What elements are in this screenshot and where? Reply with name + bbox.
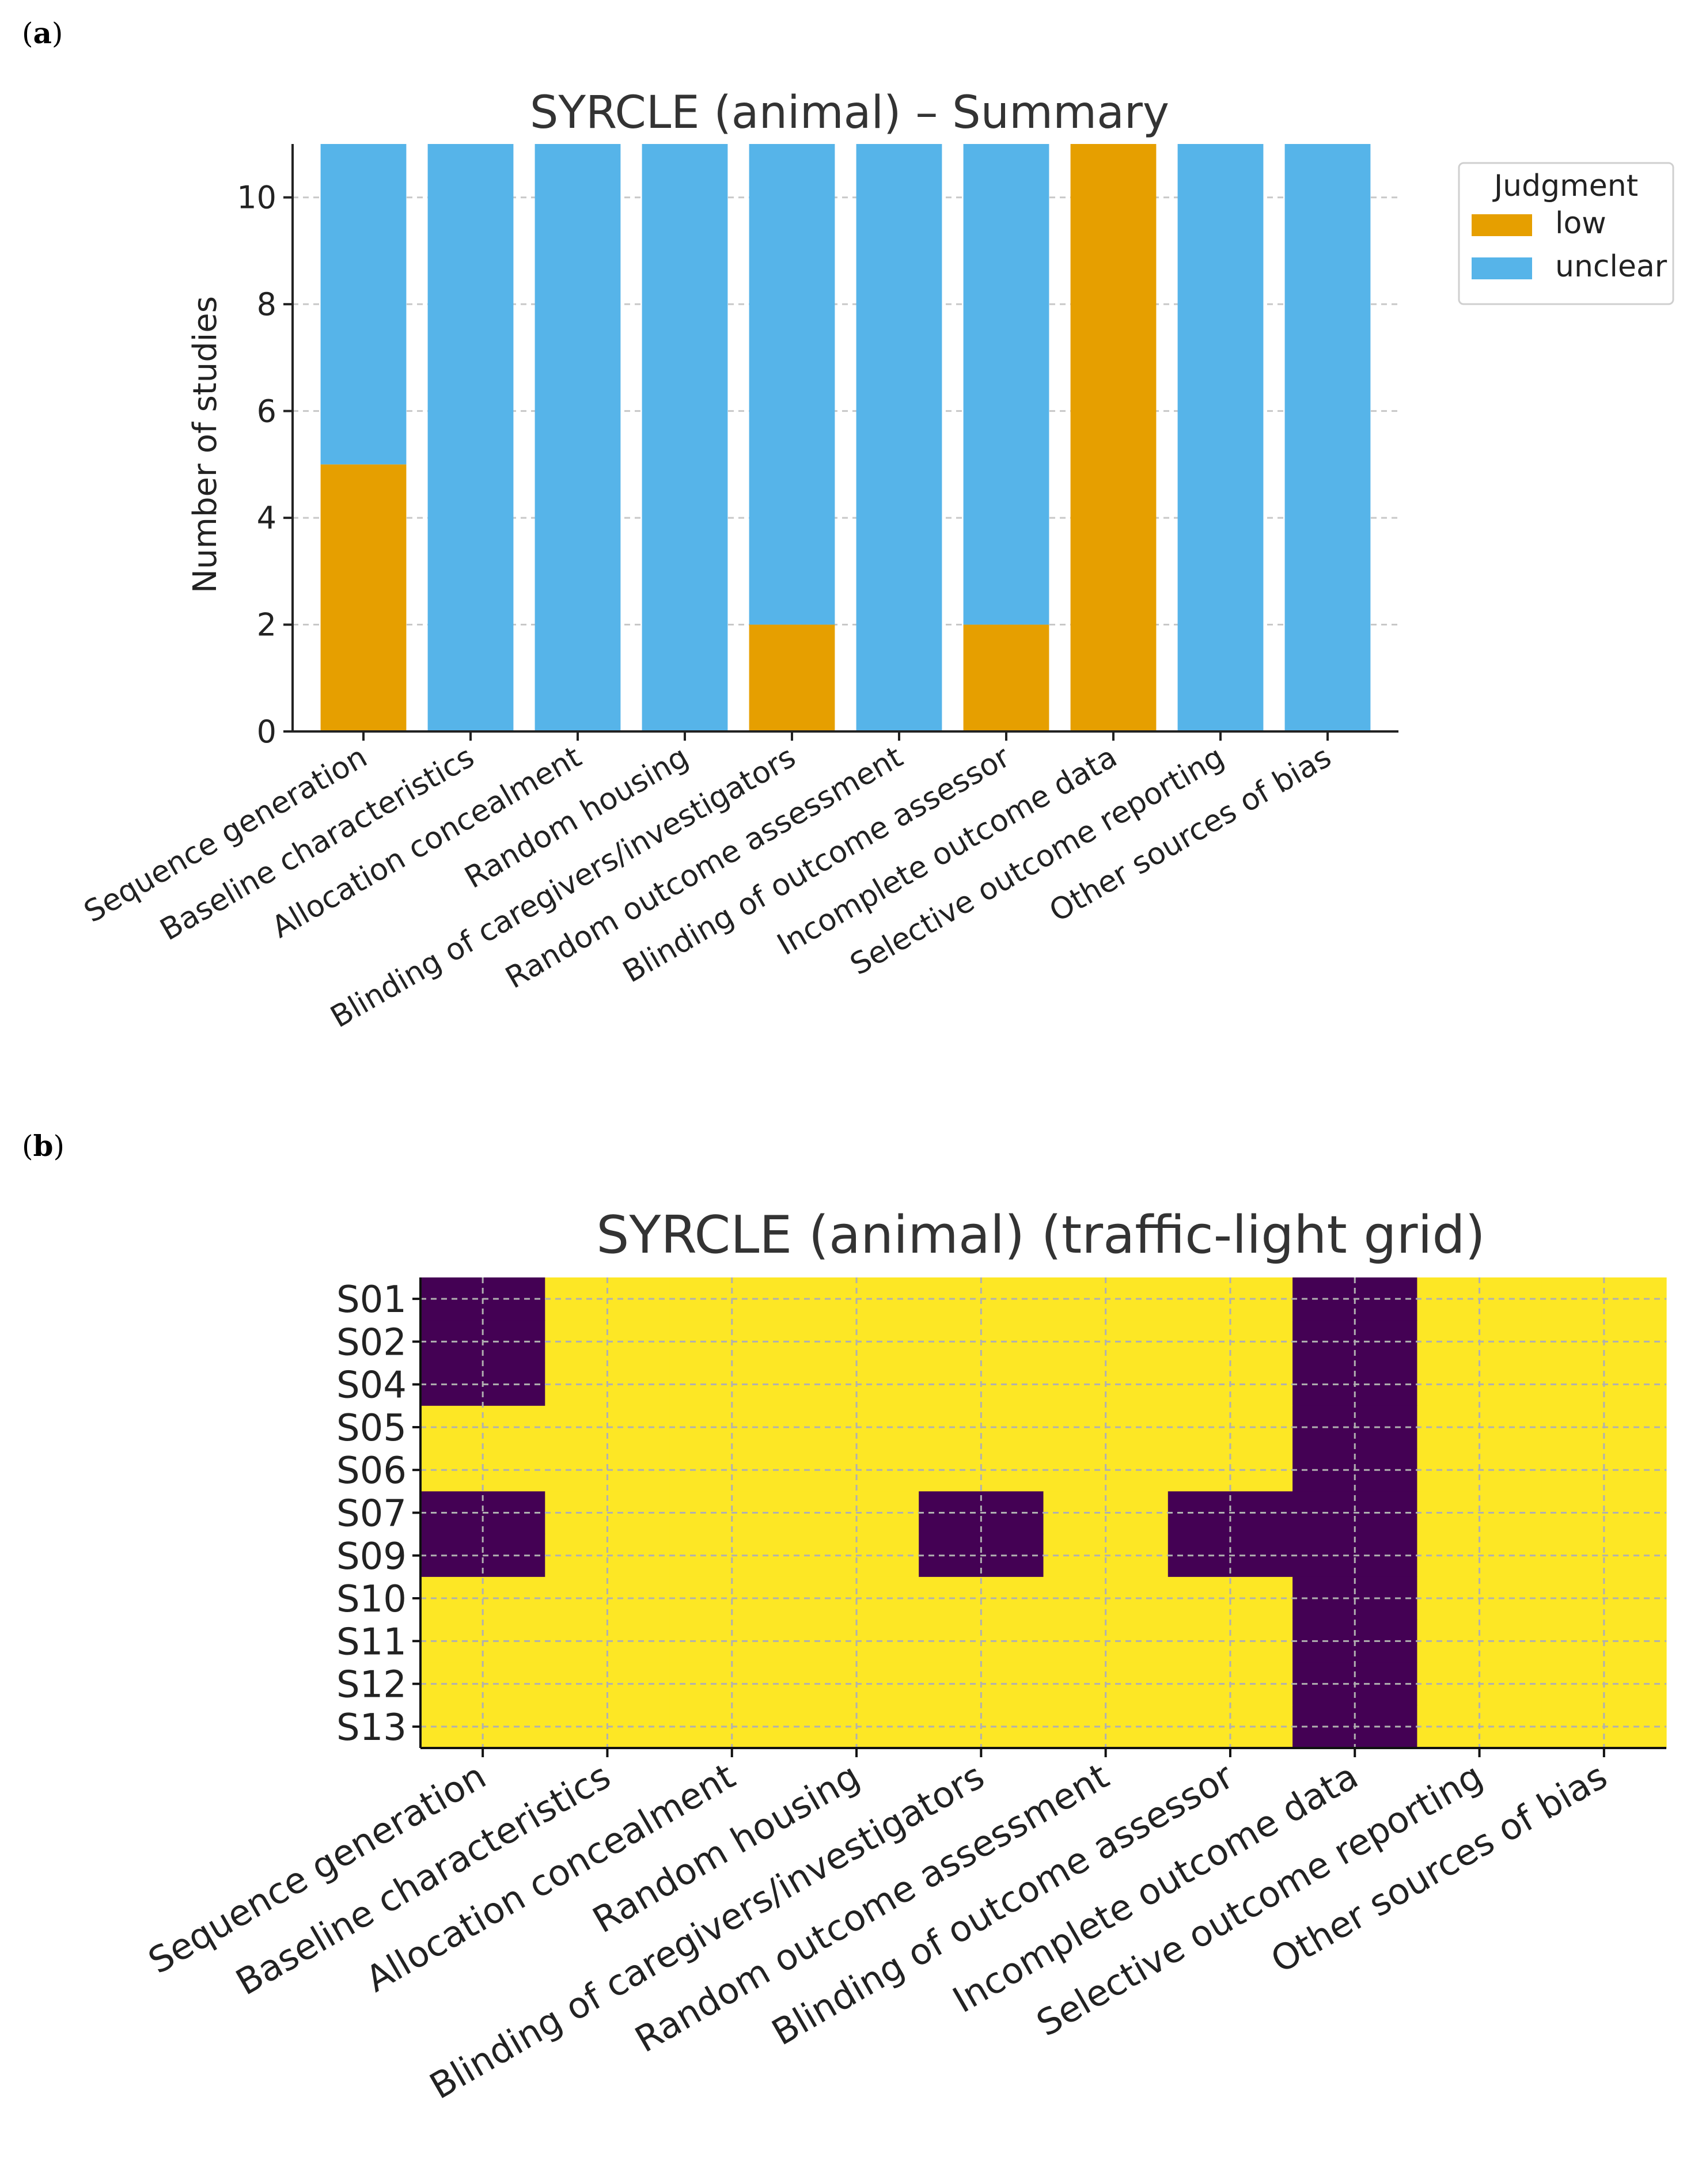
legend-title: Judgment [1492, 169, 1638, 203]
bar-unclear-random-housing [642, 144, 728, 731]
chart-b-gridlines [420, 1277, 1666, 1748]
chart-a-axes [291, 144, 1398, 733]
bar-low-sequence-generation [320, 464, 407, 731]
legend-label-low: low [1555, 206, 1606, 241]
row-label: S12 [336, 1664, 407, 1707]
bar-unclear-allocation-concealment [535, 144, 621, 731]
legend-swatch-low [1472, 214, 1532, 236]
summary-bar-chart: SYRCLE (animal) – Summary Number of stud… [78, 87, 1674, 1035]
legend-label-unclear: unclear [1555, 249, 1667, 284]
panel-label-a: (a) [22, 16, 63, 50]
row-label: S05 [336, 1407, 407, 1450]
row-label: S02 [336, 1321, 407, 1364]
row-label: S06 [336, 1450, 407, 1492]
chart-a-y-ticks: 0 2 4 6 8 10 [237, 180, 293, 750]
panel-label-b: (b) [22, 1129, 65, 1163]
y-tick-label: 8 [257, 286, 276, 323]
row-label: S10 [336, 1578, 407, 1621]
bar-unclear-baseline-characteristics [427, 144, 514, 731]
row-label: S13 [336, 1707, 407, 1749]
bar-unclear-sequence-generation [320, 144, 407, 465]
y-tick-label: 10 [237, 180, 276, 216]
row-label: S09 [336, 1535, 407, 1578]
row-label: S07 [336, 1493, 407, 1535]
row-label: S04 [336, 1364, 407, 1407]
bar-unclear-selective-outcome-reporting [1177, 144, 1264, 731]
bar-unclear-blinding-of-caregivers-investigators [749, 144, 835, 625]
chart-a-bars [320, 144, 1371, 731]
bar-unclear-blinding-of-outcome-assessor [963, 144, 1049, 625]
y-tick-label: 2 [257, 607, 276, 643]
y-tick-label: 4 [257, 500, 276, 536]
row-label: S11 [336, 1621, 407, 1663]
y-tick-label: 6 [257, 393, 276, 430]
y-tick-label: 0 [257, 714, 276, 750]
bar-low-blinding-of-caregivers-investigators [749, 624, 835, 731]
bar-low-incomplete-outcome-data [1070, 144, 1157, 731]
chart-b-title: SYRCLE (animal) (traffic-light grid) [596, 1205, 1485, 1265]
bar-low-blinding-of-outcome-assessor [963, 624, 1049, 731]
chart-a-gridlines [293, 196, 1398, 626]
chart-a-title: SYRCLE (animal) – Summary [530, 87, 1169, 139]
chart-a-ylabel: Number of studies [187, 296, 224, 593]
row-label: S01 [336, 1279, 407, 1321]
legend-swatch-unclear [1472, 257, 1532, 279]
bar-unclear-random-outcome-assessment [856, 144, 942, 731]
bar-unclear-other-sources-of-bias [1284, 144, 1371, 731]
